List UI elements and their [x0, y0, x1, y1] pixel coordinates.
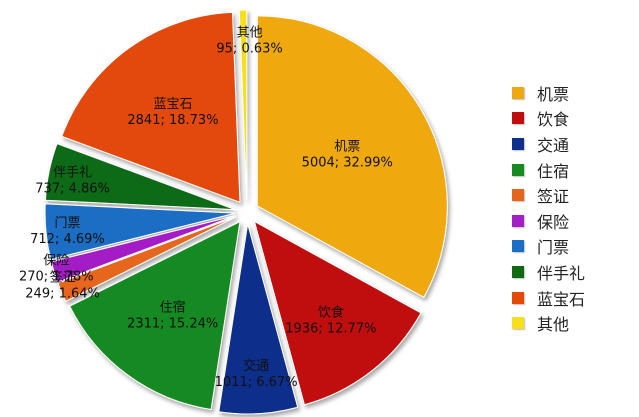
legend-item: 机票: [512, 80, 632, 106]
pie-slice-0: [256, 15, 448, 299]
pie-slice-5: [50, 215, 236, 283]
legend-swatch: [512, 291, 524, 304]
slice-category-label: 饮食: [318, 304, 344, 320]
slice-category-label: 机票: [334, 140, 360, 155]
slice-value-label: 249; 1.64%: [25, 286, 100, 301]
legend-item: 保险: [512, 208, 632, 234]
slice-value-label: 95; 0.63%: [216, 42, 282, 57]
slice-value-label: 2311; 15.24%: [127, 317, 218, 332]
slice-category-label: 住宿: [160, 300, 186, 316]
slice-category-label: 蓝宝石: [153, 97, 192, 112]
legend-item: 住宿: [512, 157, 632, 183]
slice-category-label: 其他: [237, 26, 263, 41]
legend-swatch: [512, 317, 524, 330]
legend-swatch: [512, 214, 524, 227]
legend-label: 门票: [537, 238, 570, 258]
slice-value-label: 1011; 6.67%: [215, 375, 298, 390]
legend-label: 蓝宝石: [537, 289, 586, 309]
slice-category-label: 保险: [43, 253, 69, 268]
legend-label: 机票: [537, 84, 570, 104]
legend-item: 其他: [512, 310, 632, 336]
legend-swatch: [512, 240, 524, 253]
legend-item: 饮食: [512, 106, 632, 132]
legend-swatch: [512, 265, 524, 278]
pie-slice-1: [253, 220, 422, 406]
slice-value-label: 737; 4.86%: [35, 181, 110, 196]
pie-slice-6: [44, 203, 236, 261]
legend-item: 门票: [512, 234, 632, 260]
pie-slice-9: [238, 9, 248, 201]
pie-slice-3: [69, 220, 241, 411]
legend-label: 交通: [537, 135, 570, 155]
legend-item: 交通: [512, 131, 632, 157]
slice-category-label: 交通: [243, 358, 269, 374]
legend-swatch: [512, 189, 524, 202]
pie-slice-7: [44, 143, 236, 211]
legend: 机票饮食交通住宿签证保险门票伴手礼蓝宝石其他: [512, 80, 632, 336]
legend-label: 住宿: [537, 161, 570, 181]
slice-category-label: 签证: [50, 269, 76, 285]
pie-slice-4: [57, 216, 237, 302]
legend-label: 签证: [537, 187, 570, 207]
slice-value-label: 712; 4.69%: [30, 232, 105, 247]
pie-slice-8: [61, 11, 241, 204]
slice-value-label: 270; 1.78%: [19, 269, 94, 284]
legend-label: 其他: [537, 315, 570, 335]
legend-label: 伴手礼: [537, 263, 586, 283]
slice-category-label: 门票: [54, 216, 80, 231]
slice-category-label: 伴手礼: [53, 164, 92, 180]
pie-slice-2: [218, 223, 299, 415]
slice-value-label: 5004; 32.99%: [302, 156, 393, 171]
legend-item: 蓝宝石: [512, 285, 632, 311]
legend-label: 保险: [537, 212, 570, 232]
legend-swatch: [512, 163, 524, 176]
legend-swatch: [512, 137, 524, 150]
slice-value-label: 1936; 12.77%: [285, 321, 376, 336]
legend-swatch: [512, 112, 524, 125]
legend-item: 伴手礼: [512, 259, 632, 285]
legend-label: 饮食: [537, 110, 570, 130]
slice-value-label: 2841; 18.73%: [127, 113, 218, 128]
legend-swatch: [512, 86, 524, 99]
legend-item: 签证: [512, 182, 632, 208]
